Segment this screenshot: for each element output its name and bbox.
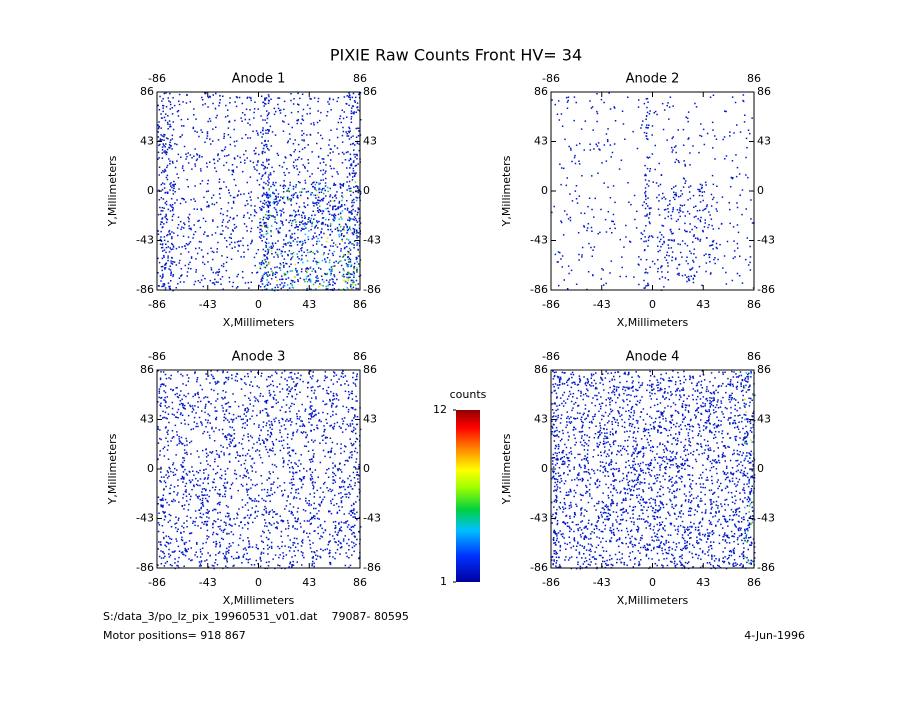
date: 4-Jun-1996 bbox=[744, 629, 805, 642]
colorbar-label: counts bbox=[450, 388, 487, 401]
y-tick-label-right: -43 bbox=[757, 512, 775, 525]
x-axis-label: X,Millimeters bbox=[223, 594, 295, 607]
y-tick-label: 0 bbox=[147, 184, 154, 197]
y-tick-label: -86 bbox=[136, 561, 154, 574]
x-tick-label: 0 bbox=[255, 298, 262, 311]
y-tick-label: -86 bbox=[530, 561, 548, 574]
x-tick-label: -86 bbox=[542, 576, 560, 589]
figure-title: PIXIE Raw Counts Front HV= 34 bbox=[330, 46, 582, 65]
x-axis-label: X,Millimeters bbox=[223, 316, 295, 329]
y-tick-label: 86 bbox=[534, 85, 548, 98]
x-axis-label: X,Millimeters bbox=[617, 594, 689, 607]
y-tick-label: 0 bbox=[541, 462, 548, 475]
y-tick-label-right: 86 bbox=[757, 363, 771, 376]
y-tick-label: -43 bbox=[530, 512, 548, 525]
colorbar-tick-label: 12 bbox=[433, 403, 447, 416]
x-tick-label-top: -86 bbox=[148, 350, 166, 363]
y-tick-label-right: -43 bbox=[363, 234, 381, 247]
y-tick-label: 43 bbox=[534, 135, 548, 148]
y-tick-label: 0 bbox=[147, 462, 154, 475]
y-tick-label: 43 bbox=[140, 413, 154, 426]
x-tick-label-top: 86 bbox=[353, 72, 367, 85]
x-tick-label: 86 bbox=[747, 298, 761, 311]
x-tick-label: 86 bbox=[747, 576, 761, 589]
x-tick-label: -43 bbox=[199, 576, 217, 589]
y-tick-label-right: 43 bbox=[363, 135, 377, 148]
y-tick-label: -86 bbox=[530, 283, 548, 296]
x-tick-label: 43 bbox=[696, 298, 710, 311]
y-tick-label-right: -43 bbox=[757, 234, 775, 247]
y-tick-label-right: 86 bbox=[363, 363, 377, 376]
x-tick-label: 43 bbox=[302, 298, 316, 311]
y-tick-label-right: 0 bbox=[757, 462, 764, 475]
y-tick-label: 86 bbox=[140, 85, 154, 98]
x-tick-label: 86 bbox=[353, 298, 367, 311]
y-tick-label: 43 bbox=[534, 413, 548, 426]
x-axis-label: X,Millimeters bbox=[617, 316, 689, 329]
y-tick-label: 43 bbox=[140, 135, 154, 148]
y-tick-label: -86 bbox=[136, 283, 154, 296]
x-tick-label-top: -86 bbox=[542, 350, 560, 363]
x-tick-label-top: 86 bbox=[353, 350, 367, 363]
panel-title: Anode 1 bbox=[232, 72, 286, 87]
y-tick-label-right: 0 bbox=[363, 184, 370, 197]
y-tick-label-right: 86 bbox=[757, 85, 771, 98]
x-tick-label-top: -86 bbox=[148, 72, 166, 85]
y-tick-label-right: 0 bbox=[363, 462, 370, 475]
panel-title: Anode 2 bbox=[626, 72, 680, 87]
y-tick-label-right: -86 bbox=[363, 561, 381, 574]
count-texture bbox=[551, 370, 756, 570]
y-tick-label: 86 bbox=[534, 363, 548, 376]
x-tick-label-top: 86 bbox=[747, 350, 761, 363]
y-tick-label-right: 0 bbox=[757, 184, 764, 197]
y-axis-label: Y,Millimeters bbox=[500, 155, 513, 227]
x-tick-label: -43 bbox=[199, 298, 217, 311]
x-tick-label: 0 bbox=[649, 576, 656, 589]
x-tick-label: 0 bbox=[255, 576, 262, 589]
y-tick-label: 0 bbox=[541, 184, 548, 197]
colorbar-tick-label: 1 bbox=[440, 575, 447, 588]
y-tick-label-right: 43 bbox=[363, 413, 377, 426]
y-axis-label: Y,Millimeters bbox=[106, 155, 119, 227]
y-tick-label-right: -43 bbox=[363, 512, 381, 525]
count-texture bbox=[157, 92, 362, 292]
y-tick-label-right: -86 bbox=[757, 283, 775, 296]
y-tick-label: 86 bbox=[140, 363, 154, 376]
x-tick-label-top: 86 bbox=[747, 72, 761, 85]
y-tick-label: -43 bbox=[530, 234, 548, 247]
y-tick-label-right: -86 bbox=[757, 561, 775, 574]
colorbar bbox=[456, 410, 480, 582]
y-tick-label: -43 bbox=[136, 234, 154, 247]
y-axis-label: Y,Millimeters bbox=[500, 433, 513, 505]
panel-title: Anode 4 bbox=[626, 350, 680, 365]
y-tick-label-right: 43 bbox=[757, 413, 771, 426]
file-info: S:/data_3/po_lz_pix_19960531_v01.dat 790… bbox=[103, 610, 409, 623]
x-tick-label: 43 bbox=[302, 576, 316, 589]
x-tick-label: -86 bbox=[148, 576, 166, 589]
y-tick-label-right: -86 bbox=[363, 283, 381, 296]
count-texture bbox=[551, 92, 755, 291]
y-tick-label-right: 86 bbox=[363, 85, 377, 98]
y-axis-label: Y,Millimeters bbox=[106, 433, 119, 505]
x-tick-label: -43 bbox=[593, 298, 611, 311]
count-texture bbox=[157, 370, 362, 570]
x-tick-label: -43 bbox=[593, 576, 611, 589]
motor-info: Motor positions= 918 867 bbox=[103, 629, 246, 642]
x-tick-label-top: -86 bbox=[542, 72, 560, 85]
y-tick-label-right: 43 bbox=[757, 135, 771, 148]
x-tick-label: 0 bbox=[649, 298, 656, 311]
panel-title: Anode 3 bbox=[232, 350, 286, 365]
x-tick-label: -86 bbox=[542, 298, 560, 311]
x-tick-label: 86 bbox=[353, 576, 367, 589]
x-tick-label: -86 bbox=[148, 298, 166, 311]
y-tick-label: -43 bbox=[136, 512, 154, 525]
x-tick-label: 43 bbox=[696, 576, 710, 589]
